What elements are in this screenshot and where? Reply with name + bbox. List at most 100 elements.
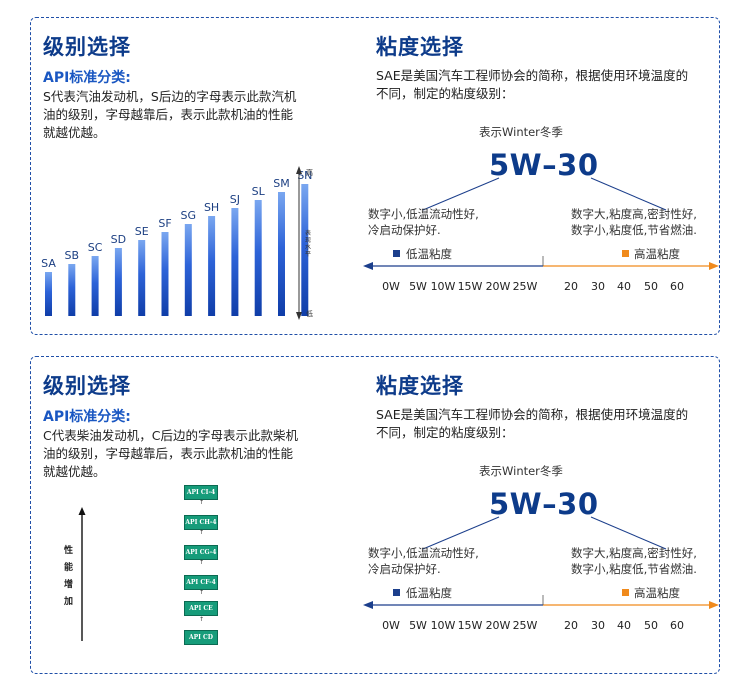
grade-label-sj: SJ <box>230 193 240 206</box>
api-desc-line: C代表柴油发动机，C后边的字母表示此款柴机 <box>43 428 298 443</box>
scale-mid-label: 表现水平 <box>305 230 312 258</box>
grade-connectors <box>422 516 667 550</box>
viscosity-desc-line: 不同，制定的粘度级别： <box>376 86 514 101</box>
grade-selection-title: 级别选择 <box>43 374 131 398</box>
winter-label: 表示Winter冬季 <box>479 464 563 478</box>
high-legend-label: 高温粘度 <box>634 247 680 261</box>
grade-bar-sc <box>91 256 99 316</box>
grade-label-se: SE <box>135 225 149 238</box>
low-legend-swatch <box>393 589 400 596</box>
api-description: C代表柴油发动机，C后边的字母表示此款柴机 油的级别，字母越靠后，表示此款机油的… <box>43 427 343 481</box>
low-note-line: 数字小,低温流动性好, <box>368 207 479 221</box>
tick-label: 15W <box>457 280 483 293</box>
up-arrow-icon: ↑ <box>199 499 205 506</box>
tick-label: 40 <box>617 619 631 632</box>
api-desc-line: 油的级别，字母越靠后，表示此款机油的性能 <box>43 107 294 122</box>
low-legend-label: 低温粘度 <box>406 586 452 600</box>
viscosity-desc-line: SAE是美国汽车工程师协会的简称，根据使用环境温度的 <box>376 68 689 83</box>
tick-label: 10W <box>430 619 456 632</box>
viscosity-grade: 5W–30 <box>489 487 599 521</box>
high-note-line: 数字小,粘度低,节省燃油. <box>571 562 697 576</box>
api-heading: API标准分类: <box>43 70 131 86</box>
diesel-grade-stack: API CI-4 ↑ API CH-4 ↑ API CG-4 ↑ API CF-… <box>184 485 218 645</box>
grade-label-sm: SM <box>273 177 289 190</box>
api-box: API CH-4 <box>184 515 218 530</box>
grade-connectors <box>422 177 667 211</box>
grade-label-sg: SG <box>181 209 197 222</box>
tick-label: 0W <box>382 280 400 293</box>
grade-label-sb: SB <box>65 249 80 262</box>
tick-label: 25W <box>512 619 538 632</box>
low-note-line: 数字小,低温流动性好, <box>368 546 479 560</box>
scale-low-label: 低 <box>306 310 313 318</box>
scale-arrow-down-icon <box>296 312 302 320</box>
up-arrow-icon: ↑ <box>199 616 205 623</box>
tick-label: 20 <box>564 619 578 632</box>
high-note: 数字大,粘度高,密封性好, 数字小,粘度低,节省燃油. <box>571 206 697 238</box>
grade-bar-sn <box>301 184 309 316</box>
api-box: API CD <box>184 630 218 645</box>
viscosity-desc-line: SAE是美国汽车工程师协会的简称，根据使用环境温度的 <box>376 407 689 422</box>
high-note-line: 数字大,粘度高,密封性好, <box>571 546 697 560</box>
tick-label: 60 <box>670 619 684 632</box>
tick-label: 20W <box>485 280 511 293</box>
tick-label: 60 <box>670 280 684 293</box>
api-desc-line: S代表汽油发动机，S后边的字母表示此款汽机 <box>43 89 297 104</box>
low-legend-swatch <box>393 250 400 257</box>
grade-bar-sb <box>68 264 76 316</box>
tick-label: 5W <box>409 619 427 632</box>
viscosity-desc-line: 不同，制定的粘度级别： <box>376 425 514 440</box>
high-legend-swatch <box>622 250 629 257</box>
high-note-line: 数字大,粘度高,密封性好, <box>571 207 697 221</box>
viscosity-title: 粘度选择 <box>376 35 464 59</box>
diesel-panel: 级别选择 API标准分类: C代表柴油发动机，C后边的字母表示此款柴机 油的级别… <box>30 356 720 674</box>
grade-label-sd: SD <box>111 233 126 246</box>
grade-bar-sl <box>254 200 262 316</box>
viscosity-grade: 5W–30 <box>489 148 599 182</box>
high-note-line: 数字小,粘度低,节省燃油. <box>571 223 697 237</box>
api-description: S代表汽油发动机，S后边的字母表示此款汽机 油的级别，字母越靠后，表示此款机油的… <box>43 88 343 142</box>
tick-label: 25W <box>512 280 538 293</box>
tick-label: 40 <box>617 280 631 293</box>
api-desc-line: 油的级别，字母越靠后，表示此款机油的性能 <box>43 446 294 461</box>
viscosity-description: SAE是美国汽车工程师协会的简称，根据使用环境温度的 不同，制定的粘度级别： <box>376 406 716 442</box>
high-legend-label: 高温粘度 <box>634 586 680 600</box>
grade-label-sh: SH <box>204 201 219 214</box>
viscosity-scale-bar <box>363 256 719 270</box>
tick-row: 0W 5W 10W 15W 20W 25W 20 30 40 50 60 <box>361 280 721 296</box>
tick-label: 20W <box>485 619 511 632</box>
grade-label-sa: SA <box>41 257 56 270</box>
performance-arrow <box>78 507 86 641</box>
gasoline-panel: 级别选择 API标准分类: S代表汽油发动机，S后边的字母表示此款汽机 油的级别… <box>30 17 720 335</box>
up-arrow-icon: ↑ <box>199 589 205 596</box>
api-box: API CG-4 <box>184 545 218 560</box>
low-note-line: 冷启动保护好. <box>368 223 441 237</box>
tick-label: 5W <box>409 280 427 293</box>
viscosity-title: 粘度选择 <box>376 374 464 398</box>
tick-label: 50 <box>644 280 658 293</box>
grade-bar-sh <box>208 216 216 316</box>
performance-label: 性能增加 <box>64 546 74 607</box>
scale-arrow-up-icon <box>296 166 302 174</box>
api-heading: API标准分类: <box>43 409 131 425</box>
grade-bar-se <box>138 240 146 316</box>
tick-label: 10W <box>430 280 456 293</box>
arrow-right-icon <box>709 601 719 609</box>
arrow-up-icon <box>78 507 86 515</box>
api-box: API CF-4 <box>184 575 218 590</box>
viscosity-scale-bar <box>363 595 719 609</box>
tick-label: 30 <box>591 280 605 293</box>
arrow-left-icon <box>363 262 373 270</box>
low-note: 数字小,低温流动性好, 冷启动保护好. <box>368 206 479 238</box>
tick-row: 0W 5W 10W 15W 20W 25W 20 30 40 50 60 <box>361 619 721 635</box>
low-note: 数字小,低温流动性好, 冷启动保护好. <box>368 545 479 577</box>
tick-label: 15W <box>457 619 483 632</box>
scale-high-label: 高 <box>306 169 313 177</box>
high-note: 数字大,粘度高,密封性好, 数字小,粘度低,节省燃油. <box>571 545 697 577</box>
grade-bar-sa <box>45 272 52 316</box>
up-arrow-icon: ↑ <box>199 529 205 536</box>
grade-label-sf: SF <box>158 217 171 230</box>
tick-label: 0W <box>382 619 400 632</box>
api-desc-line: 就越优越。 <box>43 464 106 479</box>
